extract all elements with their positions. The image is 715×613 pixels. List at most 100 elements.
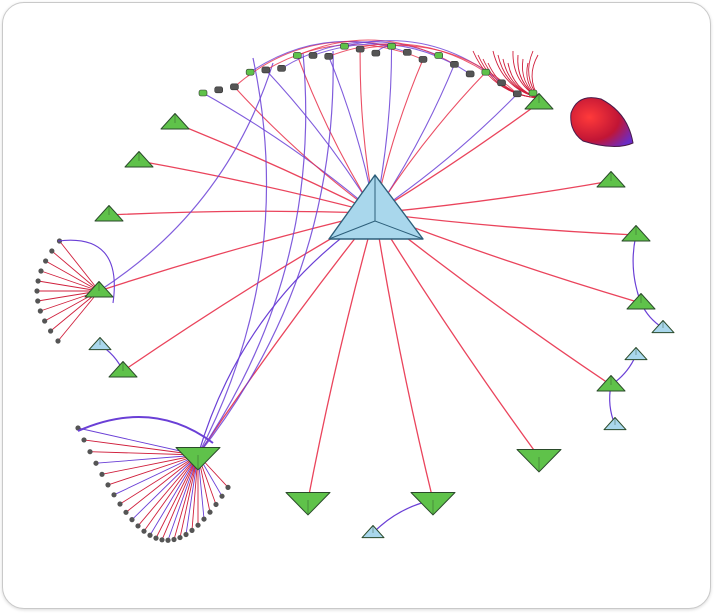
edge-hub-green-5	[197, 212, 376, 456]
fan-left-leaf-5	[34, 288, 40, 294]
fan-left-arc	[57, 239, 115, 304]
fan-left-leaf-6	[35, 298, 41, 304]
fan-bottom-leaf-8	[123, 509, 129, 515]
fan-bottom-edge-11	[143, 454, 199, 532]
edge-hub-green-1	[138, 160, 376, 214]
fan-bottom-leaf-12	[147, 532, 153, 538]
fan-bottom-leaf-3	[93, 460, 99, 466]
edge-blue-link-5	[632, 234, 642, 304]
fan-bottom-leaf-20	[195, 522, 201, 528]
edge-arc-purple-0	[197, 57, 268, 456]
top-leaf-node-12	[387, 42, 396, 50]
edge-hub-top-20	[374, 93, 518, 214]
edge-hub-top-0	[202, 92, 376, 214]
fan-left-leaf-7	[37, 308, 43, 314]
edge-hub-green-0	[174, 122, 376, 214]
fan-bottom-leaf-15	[165, 537, 171, 543]
edge-arc-purple-1	[197, 52, 307, 456]
fan-bottom-leaf-11	[141, 528, 147, 534]
top-leaf-node-1	[214, 86, 224, 94]
fan-left-leaf-9	[48, 328, 54, 334]
fan-bottom-leaf-0	[75, 425, 81, 431]
blue-node-2	[624, 347, 648, 361]
fan-bottom-leaf-10	[135, 523, 141, 529]
fan-bottom-leaf-18	[183, 531, 189, 538]
fan-bottom-edge-12	[149, 454, 199, 536]
top-leaf-node-11	[371, 49, 381, 57]
fan-left-edge-10	[57, 290, 100, 342]
fan-left-edge-3	[40, 270, 100, 292]
node-layer	[84, 42, 675, 539]
green-node-6	[285, 492, 331, 516]
edge-hub-green-12	[374, 180, 612, 214]
fan-left-leaf-2	[43, 258, 49, 264]
fan-topright-edge-3	[487, 62, 540, 99]
top-leaf-node-8	[324, 53, 334, 60]
fan-bottom-leaf-16	[171, 536, 177, 543]
top-leaf-node-5	[277, 65, 286, 72]
edge-arc-purple-3	[197, 50, 334, 456]
fan-bottom-leaf-22	[207, 509, 213, 515]
green-node-10	[626, 292, 656, 310]
top-leaf-node-10	[355, 45, 365, 53]
fan-bottom-edge-6	[113, 454, 199, 496]
fan-left-edge-4	[38, 280, 100, 292]
fan-bottom-leaf-1	[81, 437, 87, 443]
fan-left-leaf-4	[35, 278, 41, 284]
edge-hub-green-3	[98, 212, 376, 292]
fan-bottom-leaf-17	[177, 534, 183, 541]
edge-hub-green-8	[374, 212, 540, 458]
fan-left-leaf-1	[49, 248, 55, 254]
fan-bottom-edge-0	[77, 427, 199, 456]
fan-bottom-edge-7	[119, 454, 199, 505]
green-node-7	[410, 492, 456, 516]
blue-node-3	[603, 417, 627, 431]
fan-left-edge-2	[45, 260, 100, 292]
hub-node	[328, 174, 424, 240]
fan-bottom-edge-15	[167, 454, 199, 541]
top-leaf-node-4	[261, 66, 271, 74]
fan-left-leaf-3	[38, 268, 44, 274]
top-leaf-node-6	[292, 52, 302, 59]
fan-topright-edge-7	[507, 62, 540, 99]
top-leaf-node-9	[340, 42, 349, 50]
fan-bottom-edge-13	[155, 454, 199, 539]
green-node-0	[160, 112, 190, 130]
fan-bottom-edge-3	[95, 454, 199, 464]
green-node-4	[108, 360, 138, 378]
fan-left-edge-1	[51, 250, 100, 292]
fan-bottom-leaf-23	[213, 501, 219, 508]
fan-bottom-edge-1	[83, 439, 199, 456]
blue-node-4	[361, 525, 385, 539]
fan-bottom-leaf-24	[219, 493, 225, 499]
fan-left-edge-9	[50, 290, 100, 332]
fan-bottom-edge-8	[125, 454, 199, 513]
fan-bottom-leaf-4	[99, 471, 105, 477]
fan-bottom-leaf-13	[153, 535, 159, 541]
fan-bottom-edge-17	[179, 454, 199, 538]
top-leaf-node-0	[198, 89, 208, 97]
green-node-3	[84, 280, 114, 298]
top-leaf-node-14	[418, 56, 428, 63]
edge-hub-green-13	[374, 102, 540, 214]
network-graph	[34, 39, 675, 543]
edge-hub-green-11	[374, 212, 637, 236]
top-leaf-node-7	[308, 52, 318, 59]
top-leaf-node-18	[481, 68, 491, 76]
green-node-5	[175, 447, 221, 471]
edge-hub-green-7	[374, 212, 434, 501]
edge-arc-purple-2	[98, 62, 274, 292]
bowl-cluster	[570, 97, 634, 147]
fan-bottom-edge-10	[137, 454, 199, 527]
fan-bottom-edge-2	[89, 451, 199, 456]
blue-node-1	[651, 320, 675, 334]
edge-top-arc-0	[234, 41, 392, 88]
fan-bottom-leaf-7	[117, 501, 123, 507]
top-leaf-node-17	[465, 70, 475, 78]
fan-bottom-edge-4	[101, 454, 199, 475]
cluster-layer	[34, 50, 634, 543]
fan-bottom-edge-5	[107, 454, 199, 486]
green-node-9	[596, 374, 626, 392]
blue-node-0	[88, 337, 112, 351]
